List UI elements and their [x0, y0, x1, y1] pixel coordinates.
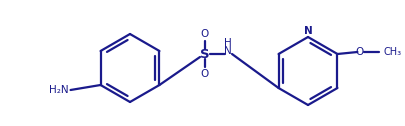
Text: S: S — [200, 48, 209, 60]
Text: O: O — [200, 29, 209, 39]
Text: CH₃: CH₃ — [382, 47, 401, 57]
Text: H: H — [224, 38, 231, 48]
Text: N: N — [224, 46, 231, 56]
Text: O: O — [354, 47, 362, 57]
Text: H₂N: H₂N — [49, 85, 68, 95]
Text: O: O — [200, 69, 209, 79]
Text: N: N — [303, 26, 311, 36]
